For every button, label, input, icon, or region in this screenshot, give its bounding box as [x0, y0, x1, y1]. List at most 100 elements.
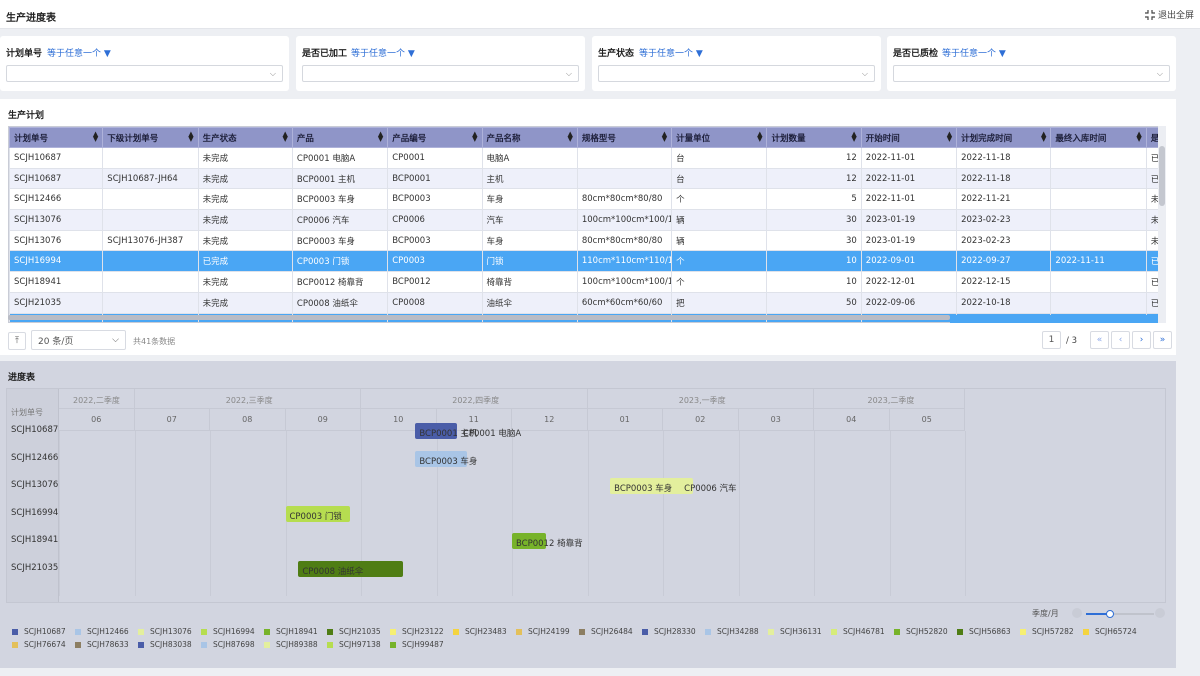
- legend-item[interactable]: SCJH46781: [831, 627, 885, 636]
- zoom-out-button[interactable]: [1072, 608, 1082, 618]
- legend-item[interactable]: SCJH78633: [75, 640, 129, 649]
- sort-icon[interactable]: ▲ ▼: [92, 130, 99, 143]
- legend-item[interactable]: SCJH26484: [579, 627, 633, 636]
- legend-item[interactable]: SCJH18941: [264, 627, 318, 636]
- column-header[interactable]: 产品名称 ▲ ▼: [481, 127, 578, 148]
- column-header[interactable]: 规格型号 ▲ ▼: [576, 127, 673, 148]
- legend-item[interactable]: SCJH56863: [957, 627, 1011, 636]
- legend-item[interactable]: SCJH99487: [390, 640, 444, 649]
- filter-operator-dropdown[interactable]: 等于任意一个 ▼: [942, 46, 1006, 59]
- table-row[interactable]: SCJH16994 已完成 CP0003 门锁 CP0003 门锁 110cm*110cm…: [9, 250, 1165, 273]
- table-cell: SCJH18941: [9, 271, 104, 293]
- table-row[interactable]: SCJH18941 未完成 BCP0012 椅靠背 BCP0012 椅靠背 100cm*1…: [9, 271, 1165, 293]
- column-header[interactable]: 最终入库时间 ▲ ▼: [1050, 127, 1147, 148]
- table-cell: 主机: [481, 167, 578, 190]
- next-page-button[interactable]: ›: [1132, 331, 1151, 349]
- filter-value-select[interactable]: ⌵: [6, 65, 283, 82]
- gantt-bar[interactable]: [298, 560, 403, 577]
- column-header[interactable]: 计划单号 ▲ ▼: [9, 127, 104, 148]
- table-cell: BCP0003 车身: [291, 188, 389, 211]
- gantt-month-header: 09: [285, 409, 361, 431]
- sort-icon[interactable]: ▲ ▼: [1136, 130, 1142, 143]
- zoom-slider-handle[interactable]: [1105, 610, 1114, 618]
- legend-item[interactable]: SCJH21035: [327, 627, 381, 636]
- exit-fullscreen-button[interactable]: 退出全屏: [1144, 8, 1194, 21]
- legend-item[interactable]: SCJH13076: [138, 627, 192, 636]
- column-header[interactable]: 开始时间 ▲ ▼: [860, 127, 958, 148]
- legend-item[interactable]: SCJH16994: [201, 627, 255, 636]
- column-header[interactable]: 下级计划单号 ▲ ▼: [102, 127, 199, 148]
- first-page-button[interactable]: «: [1090, 331, 1109, 349]
- table-horizontal-scrollbar[interactable]: [8, 314, 1166, 323]
- sort-icon[interactable]: ▲ ▼: [1041, 130, 1047, 143]
- gantt-month-header: 02: [663, 409, 739, 431]
- legend-item[interactable]: SCJH89388: [264, 640, 318, 649]
- sort-icon[interactable]: ▲ ▼: [661, 130, 668, 143]
- legend-item[interactable]: SCJH76674: [12, 640, 66, 649]
- sort-icon[interactable]: ▲ ▼: [757, 130, 763, 143]
- gantt-bar-label: BCP0001 主机: [419, 429, 478, 439]
- table-row[interactable]: SCJH10687 未完成 CP0001 电脑A CP0001 电脑A 台 12 2022-1…: [9, 147, 1165, 169]
- gantt-bar-label: CP0008 油纸伞: [302, 566, 364, 577]
- gantt-bar-label: BCP0003 车身: [419, 456, 478, 467]
- gantt-bar[interactable]: [285, 505, 350, 522]
- legend-item[interactable]: SCJH65724: [1083, 627, 1137, 636]
- legend-item[interactable]: SCJH36131: [768, 627, 822, 636]
- legend-item[interactable]: SCJH23122: [390, 627, 444, 636]
- table-row[interactable]: SCJH21035 未完成 CP0008 油纸伞 CP0008 油纸伞 60cm*60cm…: [9, 291, 1165, 314]
- filter-value-select[interactable]: ⌵: [598, 65, 875, 82]
- column-header[interactable]: 计划数量 ▲ ▼: [766, 127, 862, 148]
- legend-swatch: [579, 628, 585, 635]
- page-number-input[interactable]: 1: [1042, 331, 1061, 349]
- scrollbar-thumb[interactable]: [8, 315, 950, 320]
- table-row[interactable]: SCJH10687 SCJH10687-JH64 未完成 BCP0001 主机 BCP0…: [9, 167, 1165, 190]
- legend-item[interactable]: SCJH34288: [705, 627, 759, 636]
- legend-item[interactable]: SCJH83038: [138, 640, 192, 649]
- sort-icon[interactable]: ▲ ▼: [946, 130, 953, 143]
- zoom-slider[interactable]: [1086, 610, 1154, 618]
- legend-item[interactable]: SCJH23483: [453, 627, 507, 636]
- column-settings-button[interactable]: ⤒: [8, 332, 26, 350]
- gantt-bar[interactable]: [610, 478, 694, 494]
- filter-operator-dropdown[interactable]: 等于任意一个 ▼: [639, 46, 703, 59]
- gantt-row-label: SCJH16994: [11, 507, 59, 518]
- prev-page-button[interactable]: ‹: [1111, 331, 1130, 349]
- column-header[interactable]: 产品编号 ▲ ▼: [387, 127, 483, 148]
- sort-icon[interactable]: ▲ ▼: [282, 130, 288, 143]
- legend-item[interactable]: SCJH10687: [12, 627, 66, 636]
- column-header[interactable]: 产品 ▲ ▼: [291, 127, 389, 148]
- table-row[interactable]: SCJH13076 SCJH13076-JH387 未完成 BCP0003 车身 BCP…: [9, 229, 1165, 252]
- table-row[interactable]: SCJH12466 未完成 BCP0003 车身 BCP0003 车身 80cm*80cm…: [9, 188, 1165, 211]
- legend-item[interactable]: SCJH12466: [75, 627, 129, 636]
- gantt-quarter-label: 2023,一季度: [678, 396, 726, 405]
- gantt-row-label: SCJH18941: [11, 535, 59, 545]
- filter-value-select[interactable]: ⌵: [893, 65, 1170, 82]
- legend-label: SCJH89388: [276, 640, 318, 649]
- table-vertical-scrollbar[interactable]: [1158, 126, 1166, 323]
- filter-value-select[interactable]: ⌵: [302, 65, 579, 82]
- legend-item[interactable]: SCJH52820: [894, 627, 948, 636]
- scrollbar-thumb[interactable]: [1159, 146, 1165, 206]
- sort-icon[interactable]: ▲ ▼: [188, 130, 194, 143]
- legend-item[interactable]: SCJH87698: [201, 640, 255, 649]
- filter-operator-dropdown[interactable]: 等于任意一个 ▼: [47, 46, 111, 59]
- legend-item[interactable]: SCJH24199: [516, 627, 570, 636]
- legend-item[interactable]: SCJH57282: [1020, 627, 1074, 636]
- gantt-bar[interactable]: [512, 533, 546, 549]
- column-header[interactable]: 生产状态 ▲ ▼: [197, 127, 293, 148]
- gantt-bar[interactable]: [415, 423, 457, 439]
- table-row[interactable]: SCJH13076 未完成 CP0006 汽车 CP0006 汽车 100cm*100cm…: [9, 209, 1165, 231]
- filter-operator-dropdown[interactable]: 等于任意一个 ▼: [351, 46, 415, 59]
- zoom-in-button[interactable]: [1155, 608, 1165, 618]
- gantt-bar[interactable]: [415, 450, 467, 467]
- sort-icon[interactable]: ▲ ▼: [472, 130, 478, 143]
- column-header[interactable]: 计划完成时间 ▲ ▼: [956, 127, 1052, 148]
- sort-icon[interactable]: ▲ ▼: [567, 130, 573, 143]
- column-header[interactable]: 计量单位 ▲ ▼: [671, 127, 768, 148]
- last-page-button[interactable]: »: [1153, 331, 1172, 349]
- legend-item[interactable]: SCJH28330: [642, 627, 696, 636]
- page-size-select[interactable]: 20 条/页 ⌵: [31, 330, 126, 350]
- sort-icon[interactable]: ▲ ▼: [851, 130, 857, 143]
- sort-icon[interactable]: ▲ ▼: [377, 130, 384, 143]
- legend-item[interactable]: SCJH97138: [327, 640, 381, 649]
